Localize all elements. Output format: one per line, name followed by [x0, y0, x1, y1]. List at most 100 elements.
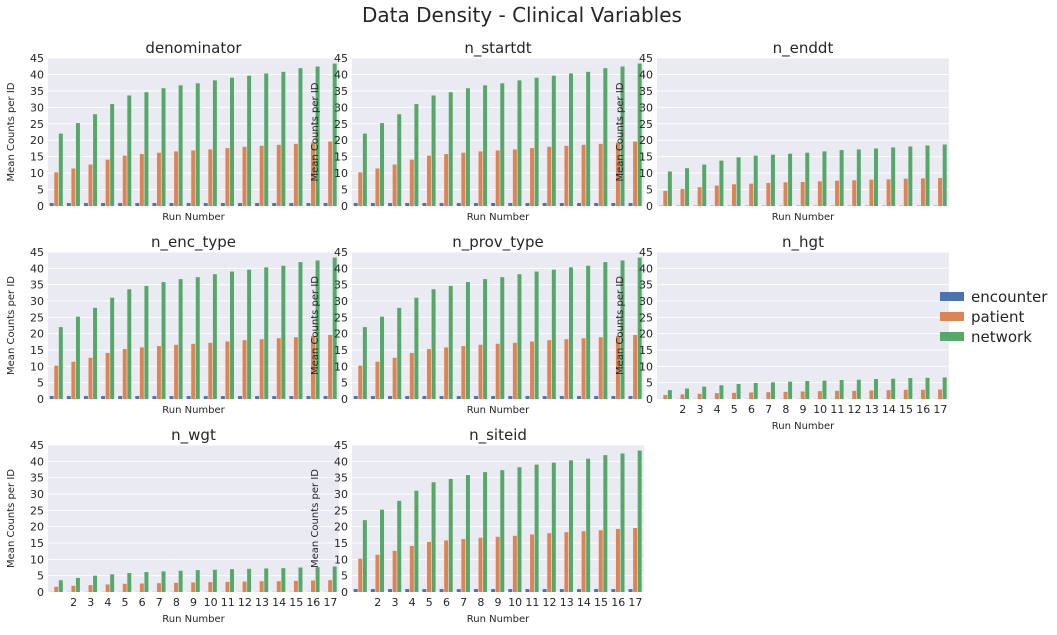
y-tick-label: 25	[30, 118, 44, 131]
bar-patient	[461, 346, 466, 399]
bar-patient	[598, 143, 603, 206]
bar-network	[414, 104, 419, 206]
x-tick-label: 6	[748, 403, 755, 416]
y-tick-label: 10	[334, 360, 348, 373]
bar-encounter	[577, 589, 581, 592]
bar-patient	[852, 390, 857, 399]
bar-encounter	[473, 203, 478, 206]
y-tick-label: 20	[639, 134, 653, 147]
bar-patient	[478, 537, 483, 592]
bar-patient	[174, 151, 179, 206]
bar-encounter	[323, 396, 328, 399]
x-tick-label: 14	[882, 403, 896, 416]
bar-patient	[564, 532, 569, 592]
bar-network	[788, 153, 793, 206]
bar-network	[230, 77, 234, 206]
bar-network	[891, 378, 896, 399]
x-tick-label: 6	[139, 596, 146, 609]
bar-patient	[427, 349, 431, 399]
bar-encounter	[152, 396, 157, 399]
subplot-title: n_startdt	[464, 39, 531, 58]
bar-patient	[461, 539, 466, 592]
bar-patient	[375, 361, 380, 399]
bar-network	[195, 277, 200, 399]
bar-patient	[598, 337, 603, 399]
x-tick-label: 10	[508, 596, 522, 609]
bar-network	[298, 567, 303, 592]
bar-encounter	[118, 396, 123, 399]
bar-network	[925, 377, 930, 399]
x-tick-label: 13	[560, 596, 574, 609]
bar-patient	[530, 534, 535, 592]
bar-network	[685, 168, 690, 206]
bar-network	[551, 462, 556, 592]
bar-patient	[242, 581, 247, 592]
bar-patient	[564, 145, 569, 206]
bar-patient	[800, 391, 805, 399]
y-tick-label: 20	[30, 328, 44, 341]
bar-network	[75, 577, 80, 592]
bar-network	[517, 80, 522, 206]
legend-swatch-encounter	[940, 292, 964, 301]
y-tick-label: 25	[639, 118, 653, 131]
bar-patient	[903, 178, 908, 206]
bar-network	[719, 385, 724, 399]
bar-network	[58, 327, 63, 399]
bar-network	[144, 92, 149, 206]
bar-encounter	[388, 203, 393, 206]
bar-encounter	[439, 589, 444, 592]
bar-patient	[697, 187, 702, 206]
legend-swatch-network	[940, 332, 964, 341]
bar-patient	[122, 583, 127, 592]
bar-patient	[358, 365, 363, 399]
bar-patient	[444, 347, 449, 399]
bar-network	[534, 271, 539, 399]
x-tick-label: 9	[800, 403, 807, 416]
bar-network	[942, 144, 947, 206]
x-tick-label: 17	[628, 596, 642, 609]
bar-encounter	[456, 396, 461, 399]
bar-encounter	[83, 203, 88, 206]
bar-patient	[886, 179, 891, 206]
x-tick-label: 3	[87, 596, 94, 609]
x-tick-label: 4	[409, 596, 416, 609]
subplot-n_enddt: 0 5 10 15 20 25 30 35 40 45 Run Number Mean Counts …	[615, 39, 949, 223]
bar-encounter	[323, 203, 328, 206]
x-tick-label: 6	[443, 596, 450, 609]
x-tick-label: 11	[221, 596, 235, 609]
bar-encounter	[422, 589, 427, 592]
x-axis-label: Run Number	[162, 212, 225, 223]
x-tick-label: 9	[190, 596, 197, 609]
bar-network	[397, 307, 402, 399]
y-tick-label: 25	[334, 311, 348, 324]
subplot-title: n_hgt	[782, 233, 824, 252]
bar-network	[144, 572, 149, 592]
legend: encounter patient network	[940, 288, 1048, 346]
y-axis-label: Mean Counts per ID	[615, 82, 626, 181]
x-tick-label: 16	[916, 403, 930, 416]
bar-network	[178, 279, 183, 399]
bar-encounter	[66, 396, 71, 399]
bar-network	[500, 83, 505, 206]
x-tick-label: 14	[272, 596, 286, 609]
y-tick-label: 10	[334, 553, 348, 566]
bar-encounter	[353, 589, 358, 592]
x-tick-label: 15	[594, 596, 608, 609]
bar-network	[431, 95, 436, 206]
bar-patient	[714, 393, 719, 399]
y-tick-label: 45	[334, 246, 348, 259]
bar-encounter	[456, 589, 461, 592]
bar-network	[212, 80, 217, 206]
bar-patient	[156, 152, 161, 206]
bar-encounter	[272, 203, 277, 206]
y-tick-label: 30	[30, 295, 44, 308]
x-tick-label: 10	[204, 596, 218, 609]
bar-encounter	[542, 396, 547, 399]
bar-patient	[293, 143, 298, 206]
bar-patient	[225, 341, 230, 399]
y-tick-label: 0	[37, 200, 44, 213]
bar-patient	[54, 172, 59, 206]
bar-patient	[800, 181, 805, 206]
bar-encounter	[491, 203, 496, 206]
bar-patient	[581, 338, 586, 399]
